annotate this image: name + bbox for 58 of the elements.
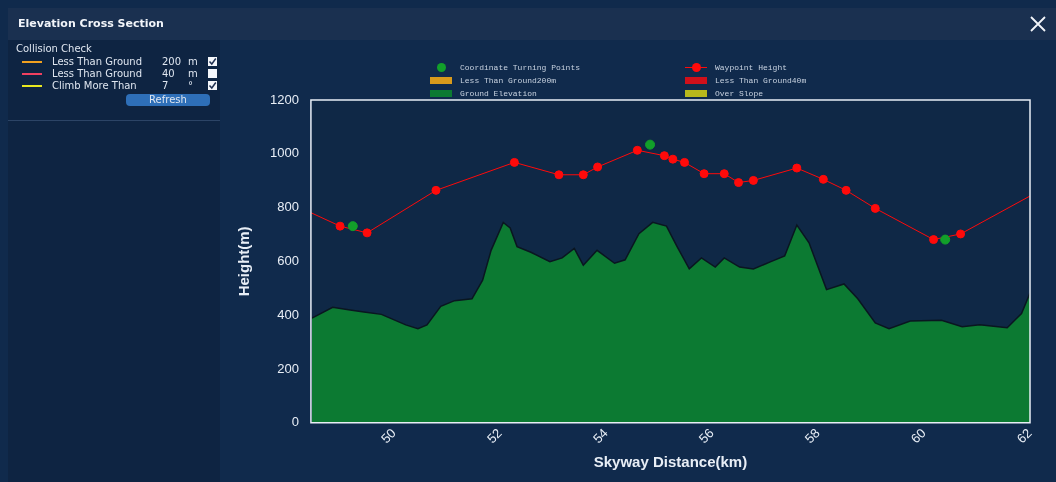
point xyxy=(431,185,441,195)
point xyxy=(645,139,656,150)
point xyxy=(335,221,345,231)
point xyxy=(870,203,880,213)
x-tick-label: 50 xyxy=(377,425,399,447)
legend-label: Ground Elevation xyxy=(460,89,537,98)
point xyxy=(699,169,709,179)
point xyxy=(818,174,828,184)
point xyxy=(554,170,564,180)
point xyxy=(792,163,802,173)
point xyxy=(841,185,851,195)
text: Refresh xyxy=(126,94,210,106)
y-tick-label: 400 xyxy=(277,306,299,322)
point xyxy=(347,221,358,232)
text: m xyxy=(188,56,198,67)
x-tick-label: 62 xyxy=(1013,425,1035,447)
legend-label: Coordinate Turning Points xyxy=(460,63,581,72)
point xyxy=(734,178,744,188)
text: Climb More Than xyxy=(52,80,137,91)
text: 40 xyxy=(162,68,175,79)
point xyxy=(680,157,689,167)
y-tick-label: 1000 xyxy=(270,145,299,161)
text: ° xyxy=(188,80,193,91)
point xyxy=(593,162,603,172)
x-tick-label: 52 xyxy=(483,425,505,447)
text: Collision Check xyxy=(16,43,92,54)
point xyxy=(509,157,519,167)
x-tick-label: 60 xyxy=(907,425,929,447)
point xyxy=(632,145,642,155)
y-tick-label: 200 xyxy=(277,360,299,376)
point xyxy=(748,175,758,185)
point xyxy=(719,169,729,179)
text: 200 xyxy=(162,56,182,67)
y-tick-label: 800 xyxy=(277,199,299,215)
text: Less Than Ground xyxy=(52,56,143,67)
text: 7 xyxy=(162,80,169,91)
y-axis-title: Height(m) xyxy=(235,226,253,297)
point xyxy=(956,229,966,239)
y-tick-label: 0 xyxy=(291,414,299,430)
x-tick-label: 54 xyxy=(589,425,611,447)
point xyxy=(659,151,669,161)
point xyxy=(362,228,372,238)
point xyxy=(668,154,678,164)
x-tick-label: 56 xyxy=(695,425,717,447)
text: Less Than Ground xyxy=(52,68,143,79)
x-tick-label: 58 xyxy=(801,425,823,447)
x-axis-title: Skyway Distance(km) xyxy=(593,453,748,471)
legend-label: Less Than Ground200m xyxy=(460,76,557,85)
point xyxy=(929,235,939,245)
point xyxy=(578,170,588,180)
point xyxy=(940,234,951,245)
text: m xyxy=(188,68,198,79)
legend-label: Waypoint Height xyxy=(715,63,788,72)
text: Elevation Cross Section xyxy=(18,17,164,30)
legend-label: Over Slope xyxy=(715,89,764,98)
legend-label: Less Than Ground40m xyxy=(715,76,807,85)
y-tick-label: 1200 xyxy=(270,91,299,107)
y-tick-label: 600 xyxy=(277,252,299,268)
